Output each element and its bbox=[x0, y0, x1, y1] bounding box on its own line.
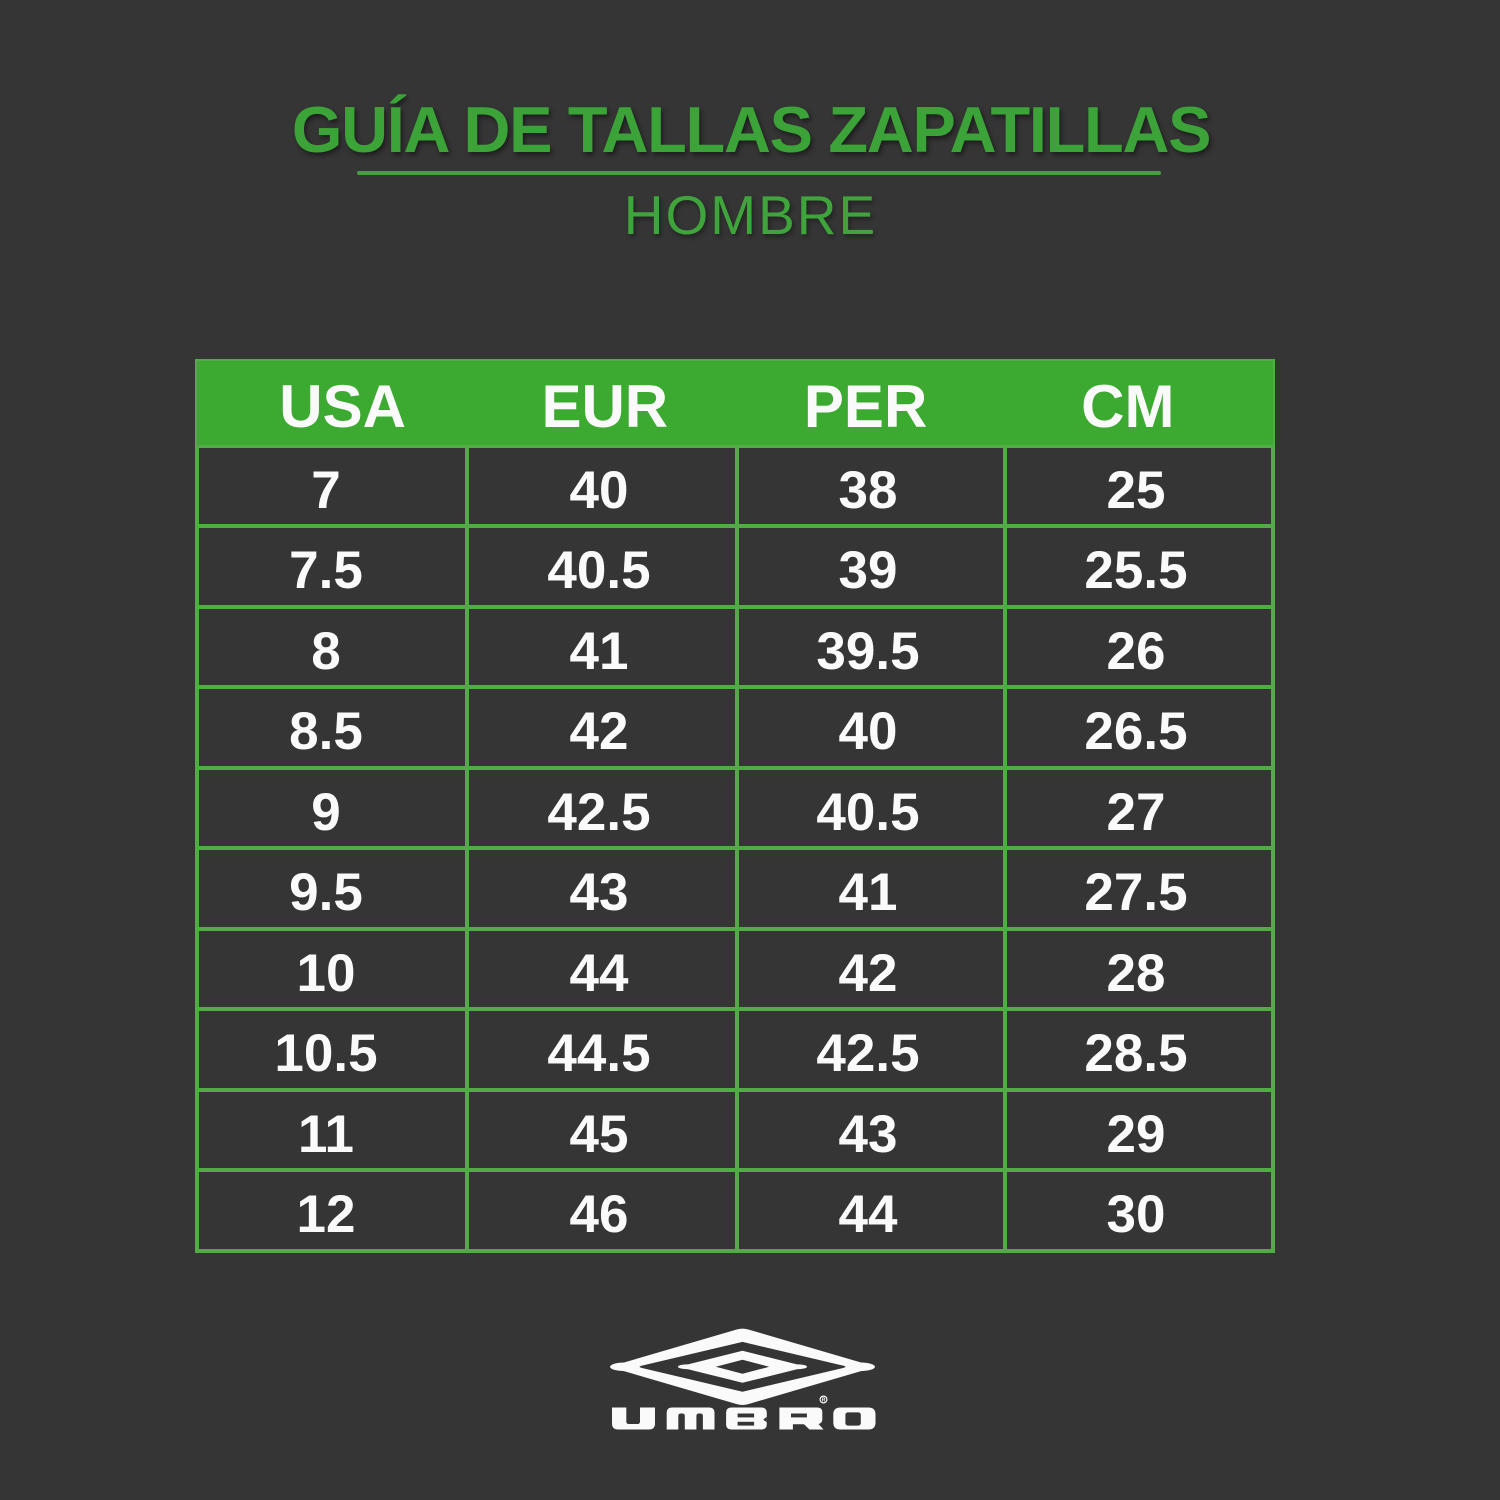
svg-text:R: R bbox=[822, 1397, 826, 1403]
